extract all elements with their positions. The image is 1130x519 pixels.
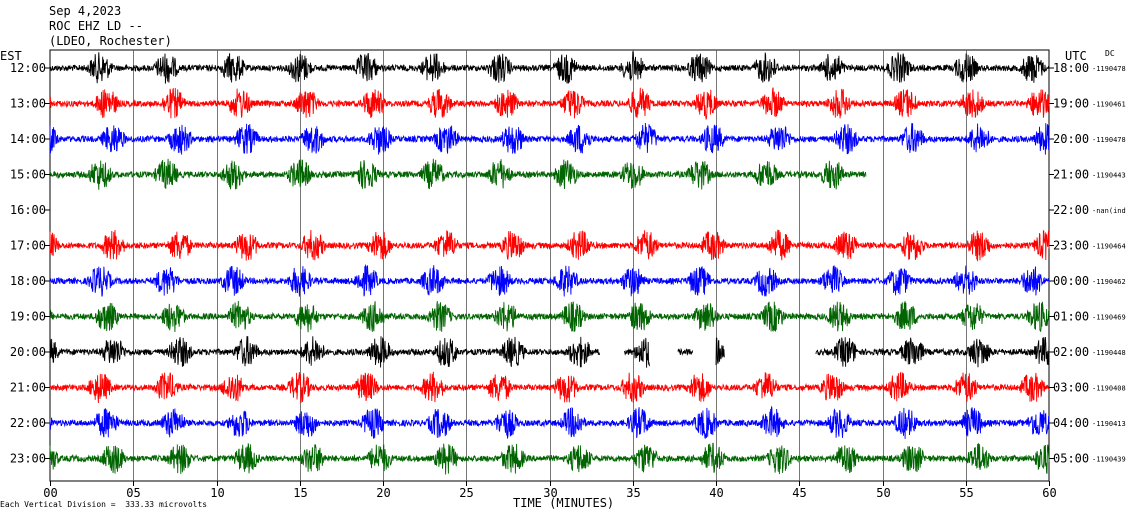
trace-2100 [49,371,1050,404]
est-axis-label: EST [0,49,22,63]
x-tick-label: 10 [210,486,224,500]
utc-time-label: 21:00 [1053,168,1089,182]
plot-frame [49,49,1050,482]
utc-time-label: 00:00 [1053,274,1089,288]
est-time-label: 15:00 [10,168,46,182]
dc-offset-label: -1190478 [1092,136,1126,144]
x-tick-label: 15 [293,486,307,500]
utc-time-label: 03:00 [1053,381,1089,395]
utc-time-label: 01:00 [1053,310,1089,324]
trace-2300 [49,442,1050,475]
est-time-label: 16:00 [10,203,46,217]
est-time-label: 13:00 [10,97,46,111]
trace-1800 [49,263,1050,297]
trace-1300 [49,87,1050,120]
dc-offset-label: -1190462 [1092,278,1126,286]
est-time-label: 20:00 [10,345,46,359]
x-tick-label: 25 [459,486,473,500]
x-tick-label: 40 [709,486,723,500]
dc-offset-label: -1190448 [1092,349,1126,357]
dc-offset-label: -1190413 [1092,420,1126,428]
est-time-label: 17:00 [10,239,46,253]
dc-offset-label: -1190469 [1092,314,1126,322]
x-axis-title: TIME (MINUTES) [513,496,615,510]
utc-time-label: 02:00 [1053,345,1089,359]
x-tick-label: 50 [876,486,890,500]
est-time-label: 23:00 [10,452,46,466]
utc-time-label: 22:00 [1053,203,1089,217]
trace-1400 [49,122,1050,155]
x-tick-label: 20 [376,486,390,500]
trace-1200 [49,50,1050,84]
scale-note: Each Vertical Division = 333.33 microvol… [0,500,208,509]
dc-offset-label: -1190461 [1092,101,1126,109]
x-tick-label: 60 [1042,486,1056,500]
x-tick-label: 00 [43,486,57,500]
plot-header: Sep 4,2023 ROC EHZ LD -- (LDEO, Rocheste… [49,4,172,49]
dc-offset-label: -1190439 [1092,456,1126,464]
est-time-label: 12:00 [10,61,46,75]
x-tick-label: 05 [126,486,140,500]
utc-axis-label: UTC [1065,49,1087,63]
dc-axis-label: DC [1105,49,1115,58]
est-time-label: 22:00 [10,416,46,430]
header-station: ROC EHZ LD -- [49,19,143,33]
dc-offset-label: -1190464 [1092,243,1126,251]
est-time-label: 18:00 [10,274,46,288]
utc-time-label: 05:00 [1053,452,1089,466]
est-time-label: 14:00 [10,132,46,146]
header-network: (LDEO, Rochester) [49,34,172,48]
est-time-label: 19:00 [10,310,46,324]
x-tick-label: 35 [626,486,640,500]
trace-1900 [49,300,1050,333]
trace-1500 [49,158,867,190]
x-tick-label: 45 [792,486,806,500]
trace-2200 [49,405,1050,439]
trace-2000 [49,336,1050,368]
utc-time-label: 19:00 [1053,97,1089,111]
dc-offset-label: -1190408 [1092,385,1126,393]
utc-time-label: 23:00 [1053,239,1089,253]
header-date: Sep 4,2023 [49,4,122,18]
dc-offset-label: -1190478 [1092,65,1126,73]
trace-1700 [49,229,1050,262]
dc-offset-label: -nan(ind [1092,207,1126,215]
dc-offset-label: -1190443 [1092,172,1126,180]
utc-time-label: 18:00 [1053,61,1089,75]
utc-time-label: 20:00 [1053,132,1089,146]
utc-time-label: 04:00 [1053,416,1089,430]
x-tick-label: 30 [543,486,557,500]
x-tick-label: 55 [959,486,973,500]
est-time-label: 21:00 [10,381,46,395]
